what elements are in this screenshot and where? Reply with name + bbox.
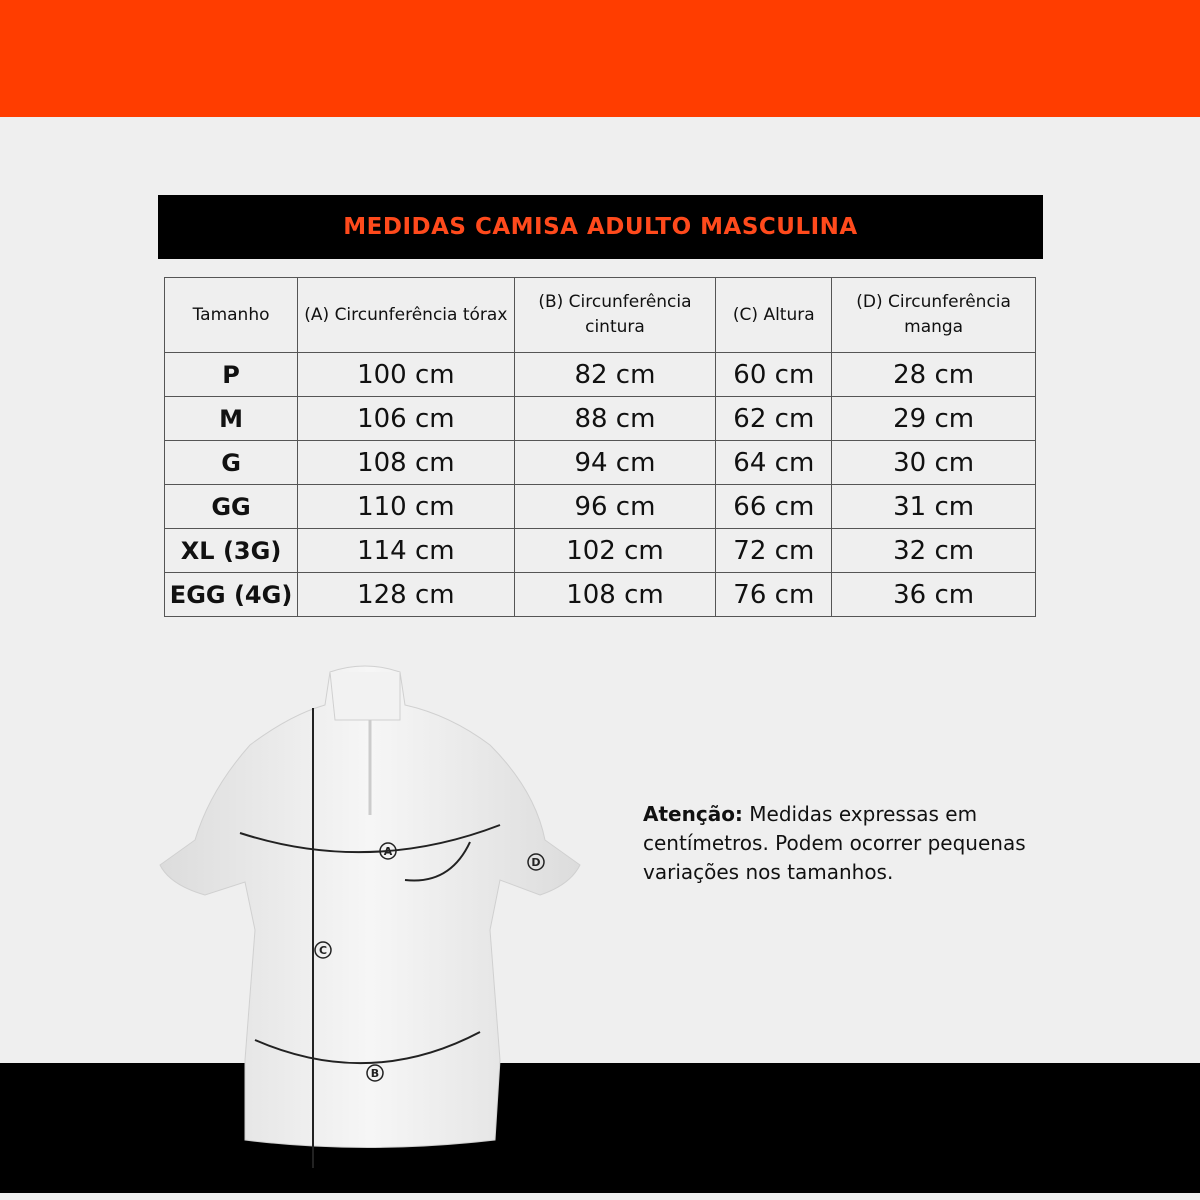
measurement-cell: 28 cm: [831, 352, 1036, 397]
measurement-cell: 64 cm: [715, 440, 833, 485]
measurement-cell: 88 cm: [513, 396, 717, 441]
measurement-cell: 128 cm: [297, 572, 515, 617]
measure-line-b: [254, 1031, 481, 1065]
size-cell: GG: [163, 484, 299, 529]
size-cell: P: [163, 352, 299, 397]
measurement-cell: 29 cm: [831, 396, 1036, 441]
measurement-cell: 31 cm: [831, 484, 1036, 529]
measurement-cell: 106 cm: [297, 396, 515, 441]
label-a: A: [384, 845, 393, 858]
note-bold: Atenção:: [643, 802, 743, 826]
table-header-row: Tamanho (A) Circunferência tórax (B) Circu…: [163, 277, 1036, 353]
attention-note: Atenção: Medidas expressas em centímetro…: [643, 800, 1103, 887]
measurement-cell: 36 cm: [831, 572, 1036, 617]
table-row: XL (3G) 114 cm 102 cm 72 cm 32 cm: [163, 528, 1036, 573]
table-row: M 106 cm 88 cm 62 cm 29 cm: [163, 396, 1036, 441]
size-cell: G: [163, 440, 299, 485]
measurement-cell: 108 cm: [297, 440, 515, 485]
measurement-cell: 30 cm: [831, 440, 1036, 485]
size-cell: M: [163, 396, 299, 441]
size-table: Tamanho (A) Circunferência tórax (B) Circu…: [163, 277, 1036, 617]
title-bar: MEDIDAS CAMISA ADULTO MASCULINA: [158, 195, 1043, 259]
measure-lines: [239, 708, 501, 1168]
bottom-dark-band: [0, 1063, 1200, 1193]
label-c: C: [319, 944, 327, 957]
label-b: B: [371, 1067, 379, 1080]
measurement-cell: 100 cm: [297, 352, 515, 397]
measurement-cell: 94 cm: [513, 440, 717, 485]
measurement-cell: 76 cm: [715, 572, 833, 617]
page-title: MEDIDAS CAMISA ADULTO MASCULINA: [343, 214, 858, 240]
table-row: P 100 cm 82 cm 60 cm 28 cm: [163, 352, 1036, 397]
table-row: GG 110 cm 96 cm 66 cm 31 cm: [163, 484, 1036, 529]
measurement-cell: 32 cm: [831, 528, 1036, 573]
measurement-cell: 108 cm: [513, 572, 717, 617]
shirt-measurement-diagram: A B C D: [159, 665, 581, 1168]
measurement-cell: 96 cm: [513, 484, 717, 529]
column-header: (A) Circunferência tórax: [297, 277, 515, 353]
shirt-icon: [159, 665, 581, 1148]
size-cell: EGG (4G): [163, 572, 299, 617]
top-accent-band: [0, 0, 1200, 117]
size-cell: XL (3G): [163, 528, 299, 573]
note-text: Medidas expressas em centímetros. Podem …: [643, 802, 1026, 884]
measurement-cell: 66 cm: [715, 484, 833, 529]
measurement-cell: 110 cm: [297, 484, 515, 529]
column-header: (B) Circunferência cintura: [513, 277, 717, 353]
column-header: (D) Circunferência manga: [831, 277, 1036, 353]
column-header: Tamanho: [163, 277, 299, 353]
measurement-cell: 72 cm: [715, 528, 833, 573]
collar: [329, 671, 401, 721]
label-d: D: [531, 856, 540, 869]
measurement-cell: 62 cm: [715, 396, 833, 441]
measurement-cell: 60 cm: [715, 352, 833, 397]
measure-line-a: [239, 824, 501, 854]
measurement-cell: 114 cm: [297, 528, 515, 573]
table-row: EGG (4G) 128 cm 108 cm 76 cm 36 cm: [163, 572, 1036, 617]
measurement-cell: 82 cm: [513, 352, 717, 397]
table-row: G 108 cm 94 cm 64 cm 30 cm: [163, 440, 1036, 485]
measure-line-d: [404, 841, 471, 882]
column-header: (C) Altura: [715, 277, 833, 353]
measurement-cell: 102 cm: [513, 528, 717, 573]
